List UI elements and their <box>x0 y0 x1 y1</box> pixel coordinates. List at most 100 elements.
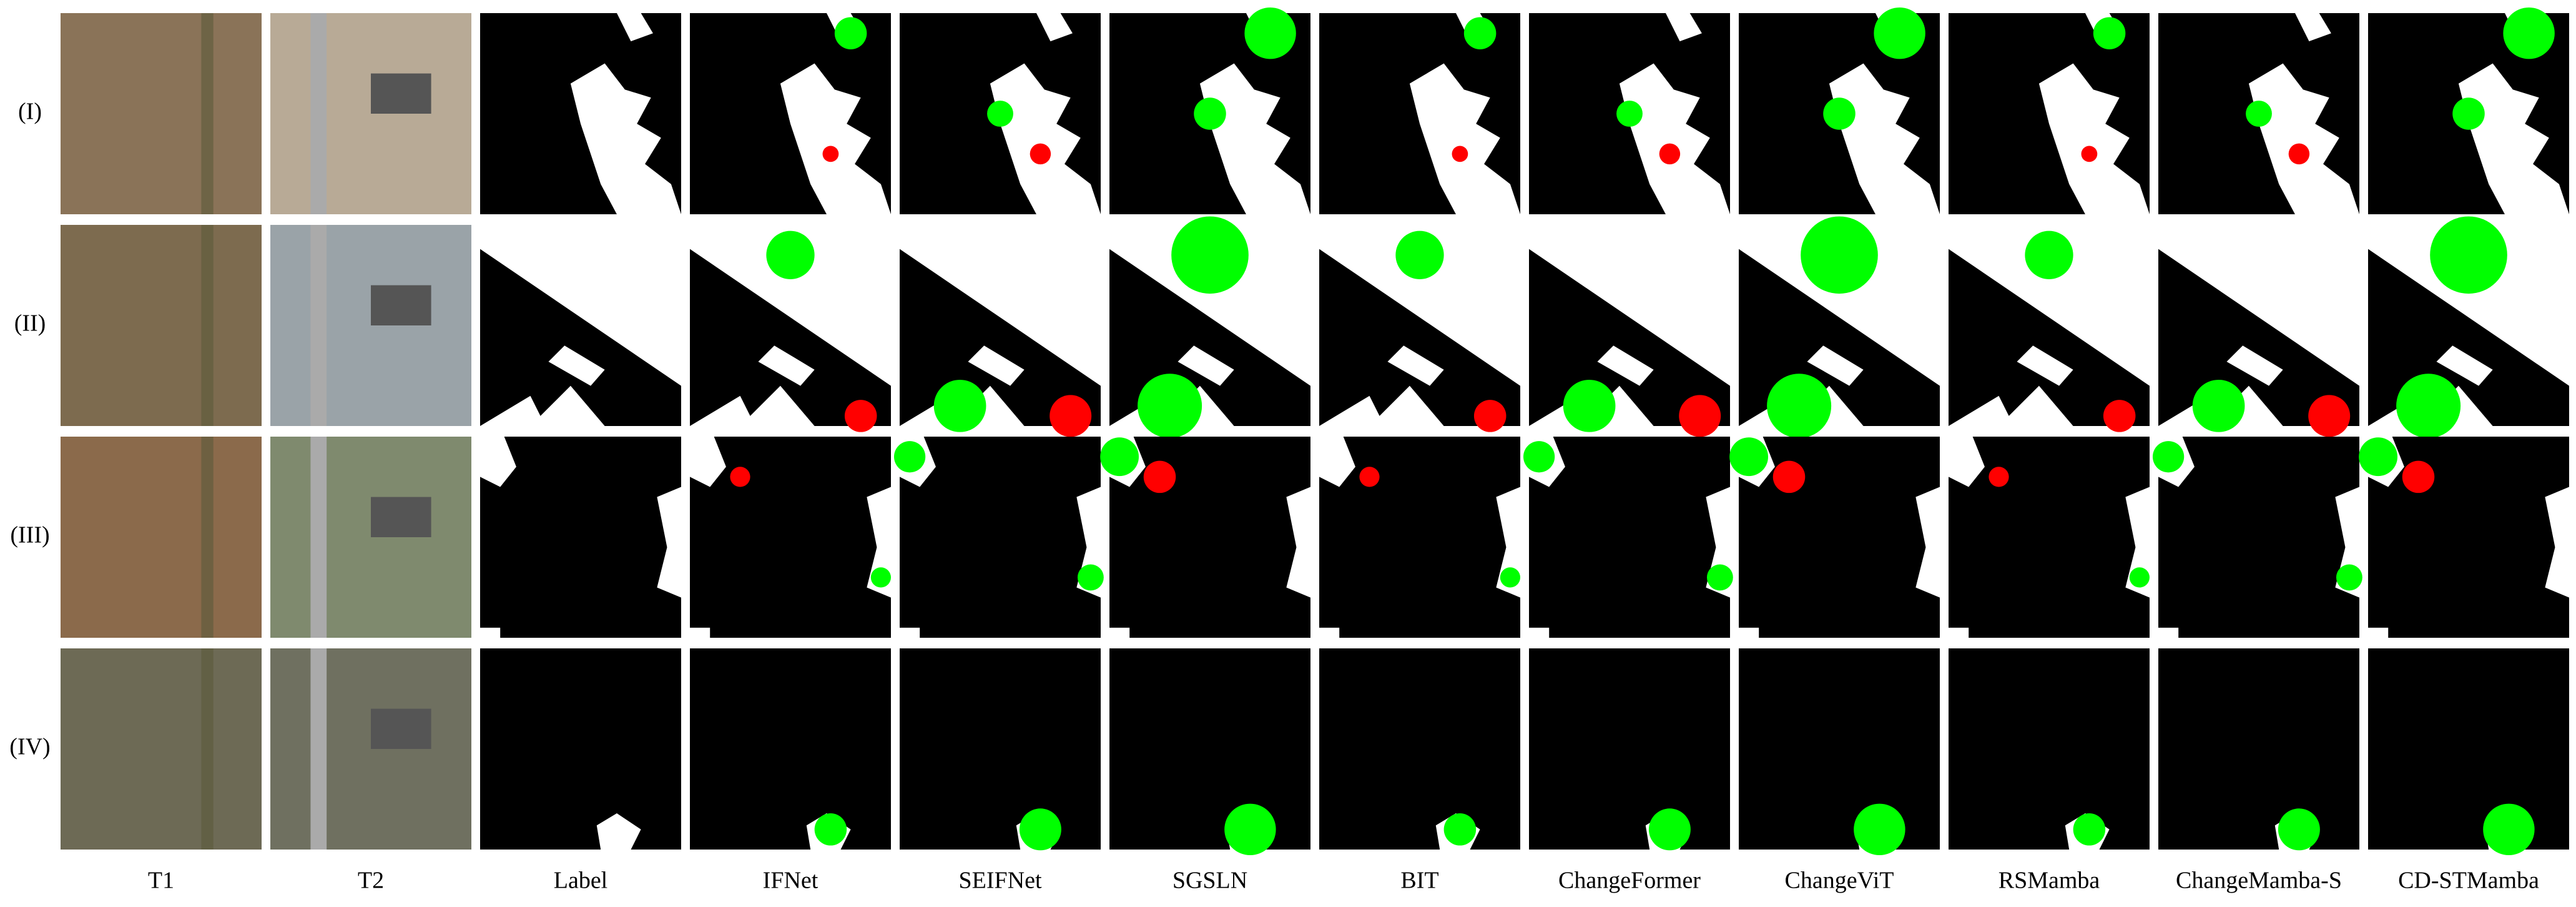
row-label: (IV) <box>9 734 50 760</box>
mask-region <box>690 225 891 386</box>
mask-region <box>690 627 710 638</box>
field-texture <box>201 437 214 638</box>
image-cell <box>900 225 1101 437</box>
image-cell <box>1949 648 2150 850</box>
mask-background <box>690 437 891 638</box>
mask-region <box>2545 487 2569 598</box>
mask-background <box>1739 437 1940 638</box>
error-region <box>1523 441 1555 473</box>
image-cell <box>1739 216 1940 439</box>
image-cell <box>1319 13 1520 214</box>
mask-region <box>1319 385 1444 426</box>
error-region <box>1874 7 1925 59</box>
error-region <box>2129 567 2150 588</box>
error-region <box>1729 437 1769 477</box>
image-cell <box>480 13 681 214</box>
error-region <box>2093 17 2126 49</box>
mask-region <box>1286 487 1310 598</box>
mask-region <box>548 345 605 386</box>
error-region <box>1563 379 1616 432</box>
image-cell <box>900 13 1101 214</box>
error-region <box>1772 460 1806 493</box>
mask-background <box>1949 648 2150 850</box>
error-region <box>2246 101 2272 127</box>
mask-region <box>1109 225 1310 386</box>
mask-background <box>2158 648 2359 850</box>
error-region <box>1050 395 1092 437</box>
mask-region <box>690 437 726 487</box>
mask-background <box>2368 648 2569 850</box>
mask-region <box>480 627 501 638</box>
error-region <box>1659 143 1681 165</box>
error-region <box>1473 400 1507 432</box>
mask-region <box>1387 345 1444 386</box>
mask-region <box>1619 63 1730 214</box>
error-region <box>1463 17 1497 49</box>
mask-region <box>1949 437 1985 487</box>
mask-background <box>1949 437 2150 638</box>
image-cell <box>690 225 891 432</box>
mask-region <box>968 345 1025 386</box>
mask-region <box>2158 225 2359 386</box>
image-cell <box>270 437 471 638</box>
error-region <box>844 400 877 432</box>
mask-region <box>780 63 891 214</box>
column-label: SEIFNet <box>959 868 1042 894</box>
aerial-image <box>61 13 262 214</box>
mask-region <box>2458 63 2569 214</box>
image-cell <box>270 225 471 426</box>
mask-region <box>1319 627 1340 638</box>
error-region <box>2396 374 2461 439</box>
mask-region <box>1829 63 1940 214</box>
error-region <box>2103 400 2136 432</box>
mask-background <box>1109 648 1310 850</box>
mask-region <box>2294 13 2331 42</box>
mask-background <box>480 648 681 850</box>
mask-region <box>1036 13 1073 42</box>
error-region <box>2483 803 2535 856</box>
mask-region <box>480 437 516 487</box>
image-cell <box>1739 648 1940 856</box>
error-region <box>2025 230 2073 279</box>
error-region <box>1679 395 1721 437</box>
image-cell <box>1109 7 1310 214</box>
image-cell <box>1109 648 1310 856</box>
image-cell <box>270 13 471 214</box>
error-region <box>2081 146 2098 162</box>
error-region <box>2452 97 2485 130</box>
mask-region <box>1597 345 1654 386</box>
error-region <box>2308 395 2351 437</box>
mask-region <box>2158 385 2283 426</box>
image-cell <box>1949 225 2150 432</box>
image-cell <box>2158 13 2359 214</box>
mask-region <box>1739 225 1940 386</box>
error-region <box>870 567 891 588</box>
field-texture <box>201 648 214 850</box>
error-region <box>1616 101 1643 127</box>
mask-region <box>1665 13 1702 42</box>
image-cell <box>480 225 681 426</box>
building <box>371 73 431 114</box>
error-region <box>987 101 1013 127</box>
error-region <box>1989 467 2009 487</box>
mask-region <box>596 813 641 850</box>
image-cell <box>1319 648 1520 850</box>
column-label: BIT <box>1400 868 1438 894</box>
image-cell <box>61 437 262 638</box>
mask-background <box>2158 437 2359 638</box>
image-cell <box>480 437 681 638</box>
image-cell <box>1739 7 1940 214</box>
error-region <box>1171 216 1249 294</box>
error-region <box>1244 7 1296 59</box>
mask-background <box>480 437 681 638</box>
mask-region <box>2436 345 2493 386</box>
row-label: (III) <box>10 522 49 548</box>
mask-region <box>1949 385 2073 426</box>
road <box>310 13 327 214</box>
error-region <box>1823 97 1856 130</box>
column-label: ChangeViT <box>1784 868 1894 894</box>
mask-region <box>1199 63 1310 214</box>
error-region <box>766 230 815 279</box>
column-label: Label <box>554 868 608 894</box>
field-texture <box>201 13 214 214</box>
